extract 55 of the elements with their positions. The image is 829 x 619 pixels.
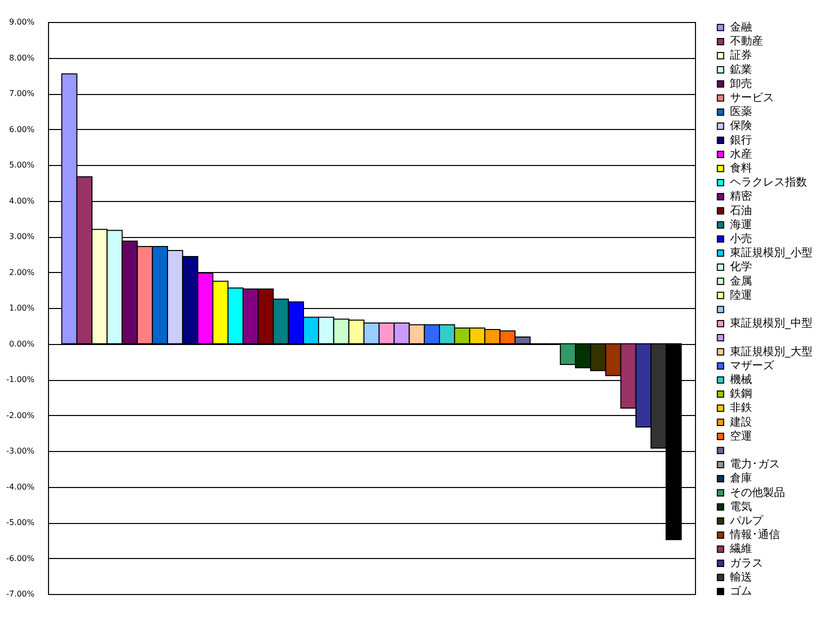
y-tick-label: -2.00% bbox=[6, 410, 35, 420]
legend-label: 保険 bbox=[730, 119, 752, 132]
y-tick-label: 6.00% bbox=[9, 124, 35, 134]
legend-label: ゴム bbox=[730, 584, 752, 598]
y-tick-label: -6.00% bbox=[6, 554, 35, 563]
legend-label: 金融 bbox=[730, 20, 752, 34]
legend-label: 倉庫 bbox=[730, 472, 752, 485]
legend-label: 非鉄 bbox=[730, 401, 752, 414]
y-tick-label: 9.00% bbox=[9, 18, 35, 26]
legend-label: 鉱業 bbox=[730, 62, 752, 76]
legend-label: 化学 bbox=[730, 260, 752, 274]
y-tick-label: 5.00% bbox=[9, 160, 35, 170]
legend-label: サービス bbox=[730, 91, 774, 104]
legend-label: 不動産 bbox=[730, 34, 763, 48]
y-tick-label: 2.00% bbox=[9, 268, 35, 277]
legend-label: 金属 bbox=[730, 274, 752, 288]
legend-label: 建設 bbox=[729, 415, 752, 428]
y-tick-label: 1.00% bbox=[9, 304, 35, 312]
y-tick-label: 4.00% bbox=[9, 196, 35, 206]
legend-label: 医薬 bbox=[730, 105, 752, 118]
y-tick-label: -7.00% bbox=[6, 590, 35, 598]
legend-label: 銀行 bbox=[730, 133, 752, 146]
legend-label: 食料 bbox=[730, 162, 752, 174]
legend-label: 東証規模別_小型 bbox=[730, 246, 812, 260]
legend-label: その他製品 bbox=[730, 486, 785, 499]
legend-label: 電気 bbox=[730, 500, 752, 513]
y-tick-label: 3.00% bbox=[9, 232, 35, 241]
legend-label: 証券 bbox=[730, 48, 752, 62]
legend-label: 卸売 bbox=[730, 76, 752, 90]
legend-label: 繊維 bbox=[729, 542, 752, 556]
y-tick-label: -3.00% bbox=[6, 446, 35, 456]
legend-label: 水産 bbox=[730, 147, 752, 160]
y-tick-label: 7.00% bbox=[9, 89, 35, 98]
legend-label: 情報･通信 bbox=[729, 528, 780, 542]
y-tick-label: -4.00% bbox=[6, 482, 35, 492]
legend-label: 石油 bbox=[730, 204, 752, 217]
legend-label: 輸送 bbox=[730, 570, 752, 584]
legend-label: ガラス bbox=[730, 556, 763, 570]
legend-label: 精密 bbox=[730, 190, 752, 203]
legend-label: 陸運 bbox=[730, 288, 752, 302]
legend-label: パルプ bbox=[729, 514, 764, 527]
legend-label: 鉄鋼 bbox=[730, 387, 752, 400]
legend-label: 空運 bbox=[730, 429, 752, 442]
legend-label: マザーズ bbox=[730, 358, 775, 372]
y-tick-label: 0.00% bbox=[9, 339, 35, 348]
legend-label: 東証規模別_中型 bbox=[730, 316, 812, 330]
legend-label: 電力･ガス bbox=[730, 458, 780, 471]
y-tick-label: 8.00% bbox=[9, 53, 35, 62]
legend-label: 機械 bbox=[730, 373, 752, 386]
y-tick-label: -1.00% bbox=[6, 375, 35, 384]
legend-label: ヘラクレス指数 bbox=[730, 176, 807, 189]
legend-label: 小売 bbox=[730, 232, 752, 245]
legend-label: 東証規模別_大型 bbox=[730, 344, 812, 358]
y-tick-label: -5.00% bbox=[6, 518, 35, 527]
legend-label: 海運 bbox=[730, 218, 752, 231]
